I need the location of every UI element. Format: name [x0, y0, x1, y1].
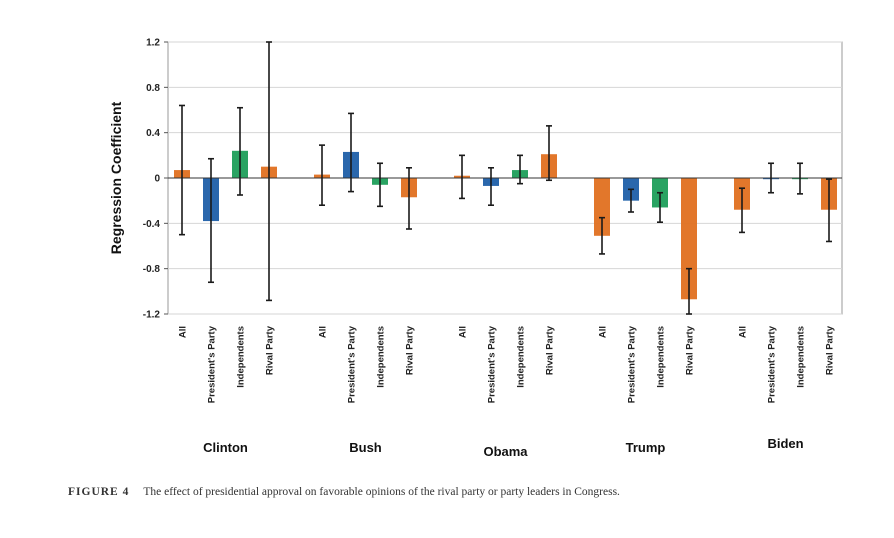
group-label: Biden [767, 436, 803, 451]
category-label: All [598, 326, 609, 338]
category-label: President's Party [767, 325, 778, 403]
y-tick-label: 0.4 [146, 128, 160, 139]
category-label: Independents [656, 326, 667, 388]
category-label: Independents [236, 326, 247, 388]
category-label: All [178, 326, 189, 338]
group-label: Trump [626, 440, 666, 455]
y-tick-label: -1.2 [143, 310, 161, 321]
category-label: Rival Party [825, 325, 836, 375]
y-axis-label: Regression Coefficient [108, 101, 124, 254]
category-label: Rival Party [545, 325, 556, 375]
category-label: Rival Party [405, 325, 416, 375]
y-axis: 1.2 0.8 0.4 0 -0.4 -0.8 -1.2 [143, 38, 168, 321]
bar [681, 178, 697, 300]
category-label: Independents [796, 326, 807, 388]
category-labels: All President's Party Independents Rival Pa… [178, 325, 836, 403]
y-tick-label: -0.8 [143, 264, 161, 275]
gridlines [168, 41, 842, 315]
figure-caption: FIGURE 4 The effect of presidential appro… [68, 486, 868, 498]
category-label: President's Party [207, 325, 218, 403]
category-label: President's Party [347, 325, 358, 403]
category-label: All [738, 326, 749, 338]
category-label: President's Party [627, 325, 638, 403]
y-tick-label: 0.8 [146, 83, 160, 94]
y-tick-label: 0 [154, 174, 160, 185]
category-label: All [318, 326, 329, 338]
category-label: Rival Party [685, 325, 696, 375]
y-tick-label: -0.4 [143, 219, 161, 230]
category-label: All [458, 326, 469, 338]
group-label: Bush [349, 440, 382, 455]
group-labels: Clinton Bush Obama Trump Biden [203, 436, 803, 459]
category-label: President's Party [487, 325, 498, 403]
group-label: Obama [483, 444, 528, 459]
error-bars [179, 41, 832, 315]
figure-label: FIGURE 4 [68, 486, 130, 498]
group-label: Clinton [203, 440, 248, 455]
category-label: Independents [376, 326, 387, 388]
y-tick-label: 1.2 [146, 38, 160, 49]
bar [594, 178, 610, 236]
category-label: Independents [516, 326, 527, 388]
category-label: Rival Party [265, 325, 276, 375]
figure-caption-text: The effect of presidential approval on f… [143, 486, 620, 498]
